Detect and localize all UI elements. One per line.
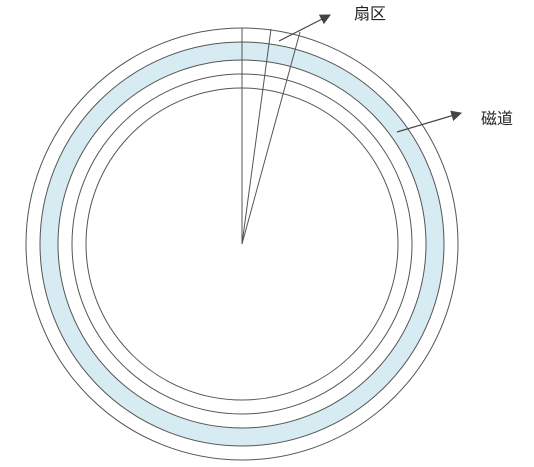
sector-line-2 bbox=[241, 28, 272, 245]
sector-arrow bbox=[278, 14, 331, 42]
track-label: 磁道 bbox=[481, 109, 513, 128]
sector-line-3 bbox=[241, 31, 301, 245]
track-arrow bbox=[396, 110, 463, 133]
sector-label: 扇区 bbox=[354, 4, 386, 23]
